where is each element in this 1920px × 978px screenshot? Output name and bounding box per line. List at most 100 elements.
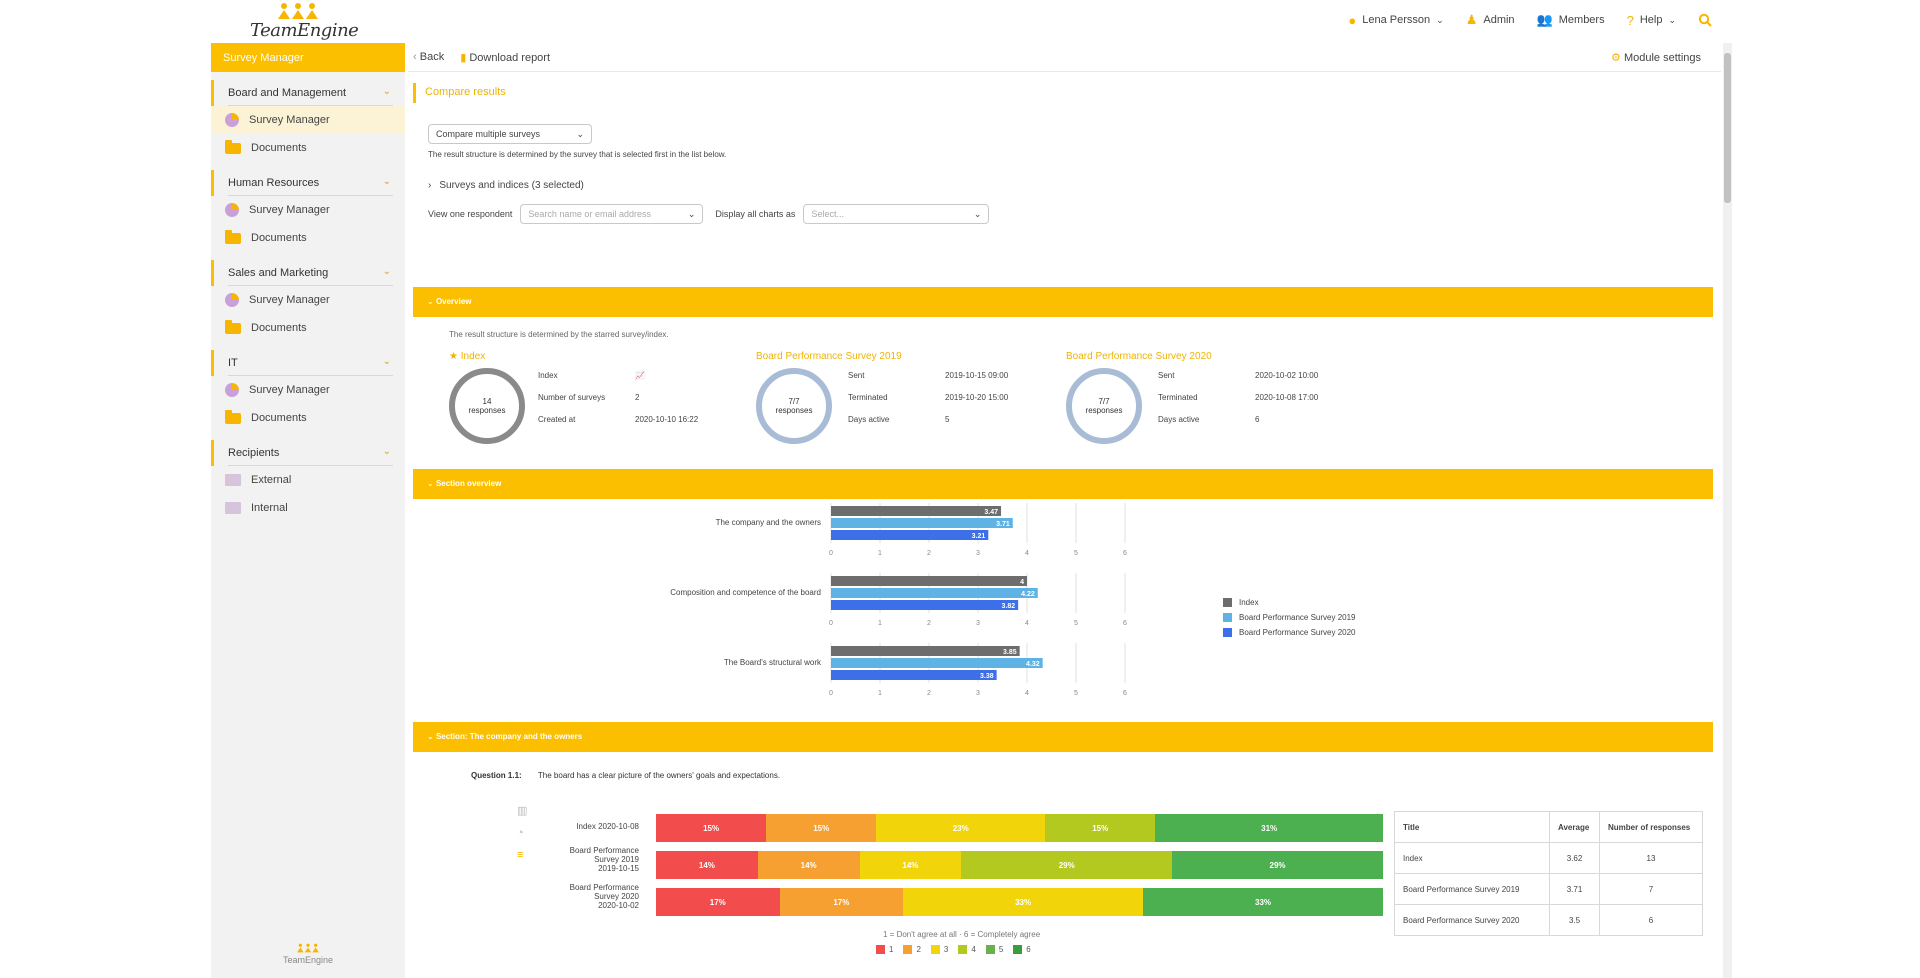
tick-label: 3	[976, 620, 980, 627]
survey-2019-title[interactable]: Board Performance Survey 2019	[756, 351, 902, 362]
sidebar-group-it[interactable]: IT ⌄	[211, 350, 405, 376]
category-label: The company and the owners	[716, 518, 821, 527]
data-label: 3.38	[980, 673, 994, 680]
user-icon: ●	[1348, 12, 1357, 28]
sidebar-group-sales[interactable]: Sales and Marketing ⌄	[211, 260, 405, 286]
legend-item[interactable]: Index	[1223, 598, 1356, 607]
tick-label: 1	[878, 690, 882, 697]
module-settings-label: Module settings	[1623, 51, 1701, 64]
section-overview-header[interactable]: ⌄ Section overview	[413, 469, 1713, 499]
table-cell: 6	[1599, 904, 1703, 936]
item-label: Internal	[251, 502, 288, 514]
label-line: Board Performance	[569, 883, 639, 892]
chevron-down-icon: ⌄	[382, 176, 391, 187]
teamengine-logo[interactable]: TeamEngine	[250, 2, 359, 41]
stacked-bar-row: 15% 15% 23% 15% 31%	[656, 814, 1383, 842]
list-icon[interactable]: ≡	[517, 849, 524, 861]
stat-row: Created at 2020-10-10 16:22	[538, 415, 698, 437]
sidebar-item-survey-manager[interactable]: Survey Manager	[211, 376, 405, 404]
help-menu[interactable]: ? Help ⌄	[1627, 13, 1676, 28]
sidebar-group-recipients[interactable]: Recipients ⌄	[211, 440, 405, 466]
sidebar: Survey Manager Board and Management ⌄ Su…	[211, 43, 405, 978]
circle-main: 14	[482, 397, 492, 406]
module-settings-button[interactable]: ⚙ Module settings	[1611, 51, 1701, 64]
brand-name: TeamEngine	[250, 20, 359, 41]
bar-chart-icon[interactable]: ▥	[517, 805, 528, 817]
sidebar-item-survey-manager[interactable]: Survey Manager	[211, 196, 405, 224]
tick-label: 3	[976, 690, 980, 697]
members-link[interactable]: 👥 Members	[1537, 12, 1605, 28]
legend-item[interactable]: Board Performance Survey 2020	[1223, 628, 1356, 637]
legend-swatch	[903, 945, 913, 954]
table-header: Number of responses	[1599, 811, 1703, 843]
chart-type-select[interactable]: Select... ⌄	[803, 204, 990, 224]
overview-header[interactable]: ⌄ Overview	[413, 287, 1713, 317]
table-row: Board Performance Survey 2020 3.5 6	[1394, 904, 1703, 936]
sidebar-item-survey-manager[interactable]: Survey Manager	[211, 106, 405, 134]
circle-sub: responses	[775, 406, 813, 415]
sidebar-item-external[interactable]: External	[211, 466, 405, 494]
tick-label: 1	[878, 620, 882, 627]
legend-label: Index	[1239, 598, 1259, 607]
chart-type-placeholder: Select...	[811, 209, 844, 219]
stat-row: Index 📈	[538, 371, 698, 393]
section-company-header[interactable]: ⌄ Section: The company and the owners	[413, 722, 1713, 752]
sidebar-item-documents[interactable]: Documents	[211, 314, 405, 342]
tick-label: 4	[1025, 550, 1029, 557]
sidebar-header[interactable]: Survey Manager	[211, 43, 405, 72]
respondent-search-input[interactable]: Search name or email address ⌄	[520, 204, 704, 224]
legend-item[interactable]: Board Performance Survey 2019	[1223, 613, 1356, 622]
admin-link[interactable]: ♟ Admin	[1466, 12, 1515, 28]
stack-segment: 14%	[656, 851, 758, 879]
sidebar-item-internal[interactable]: Internal	[211, 494, 405, 522]
chevron-down-icon: ⌄	[1668, 14, 1676, 25]
compare-panel: Compare results Compare multiple surveys…	[413, 83, 1713, 954]
admin-icon: ♟	[1465, 12, 1478, 27]
sidebar-group-hr[interactable]: Human Resources ⌄	[211, 170, 405, 196]
category-label: Composition and competence of the board	[670, 588, 821, 597]
footer-brand: TeamEngine	[282, 955, 334, 965]
stat-row: Days active 5	[848, 415, 1008, 437]
sidebar-item-documents[interactable]: Documents	[211, 134, 405, 162]
sidebar-item-documents[interactable]: Documents	[211, 404, 405, 432]
group-label: Human Resources	[228, 177, 320, 189]
survey-2020-title[interactable]: Board Performance Survey 2020	[1066, 351, 1212, 362]
data-label: 4.22	[1021, 591, 1035, 598]
scrollbar-thumb[interactable]	[1724, 53, 1731, 203]
stat-value: 2020-10-02 10:00	[1255, 371, 1319, 380]
group-label: Recipients	[228, 447, 280, 459]
table-cell: Board Performance Survey 2020	[1394, 904, 1550, 936]
sidebar-item-documents[interactable]: Documents	[211, 224, 405, 252]
tick-label: 2	[927, 690, 931, 697]
back-button[interactable]: ‹ Back	[413, 51, 444, 63]
pie-chart-icon[interactable]: ◔	[517, 827, 524, 839]
contact-card-icon	[225, 474, 241, 486]
table-cell: 3.62	[1549, 842, 1600, 874]
stack-segment: 29%	[961, 851, 1173, 879]
page-scrollbar[interactable]	[1723, 43, 1732, 978]
user-menu[interactable]: ● Lena Persson ⌄	[1348, 13, 1443, 28]
chevron-down-icon: ⌄	[973, 208, 982, 219]
table-cell: 3.5	[1549, 904, 1600, 936]
section-overview-title: Section overview	[435, 479, 502, 488]
chart-type-switcher: ▥ ◔ ≡	[517, 804, 527, 861]
group-label: IT	[228, 357, 238, 369]
overview-note: The result structure is determined by th…	[449, 330, 669, 339]
bar	[831, 588, 1038, 598]
results-table: Title Average Number of responses Index …	[1394, 811, 1703, 936]
search-button[interactable]	[1698, 13, 1712, 27]
data-label: 3.85	[1003, 649, 1017, 656]
overview-title: Overview	[435, 297, 472, 306]
chevron-down-icon: ⌄	[687, 208, 696, 219]
table-cell: 13	[1599, 842, 1703, 874]
legend-label: Board Performance Survey 2020	[1239, 628, 1356, 637]
data-label: 3.21	[972, 533, 986, 540]
index-stats: Index 📈 Number of surveys 2 Created at 2020…	[538, 371, 698, 437]
scale-legend-item: 3	[930, 945, 948, 954]
legend-swatch	[876, 945, 885, 954]
compare-mode-select[interactable]: Compare multiple surveys ⌄	[428, 124, 592, 144]
sidebar-item-survey-manager[interactable]: Survey Manager	[211, 286, 405, 314]
surveys-toggle[interactable]: › Surveys and indices (3 selected)	[428, 180, 1698, 191]
sidebar-group-board[interactable]: Board and Management ⌄	[211, 80, 405, 106]
download-report-button[interactable]: ▮ Download report	[460, 51, 550, 64]
